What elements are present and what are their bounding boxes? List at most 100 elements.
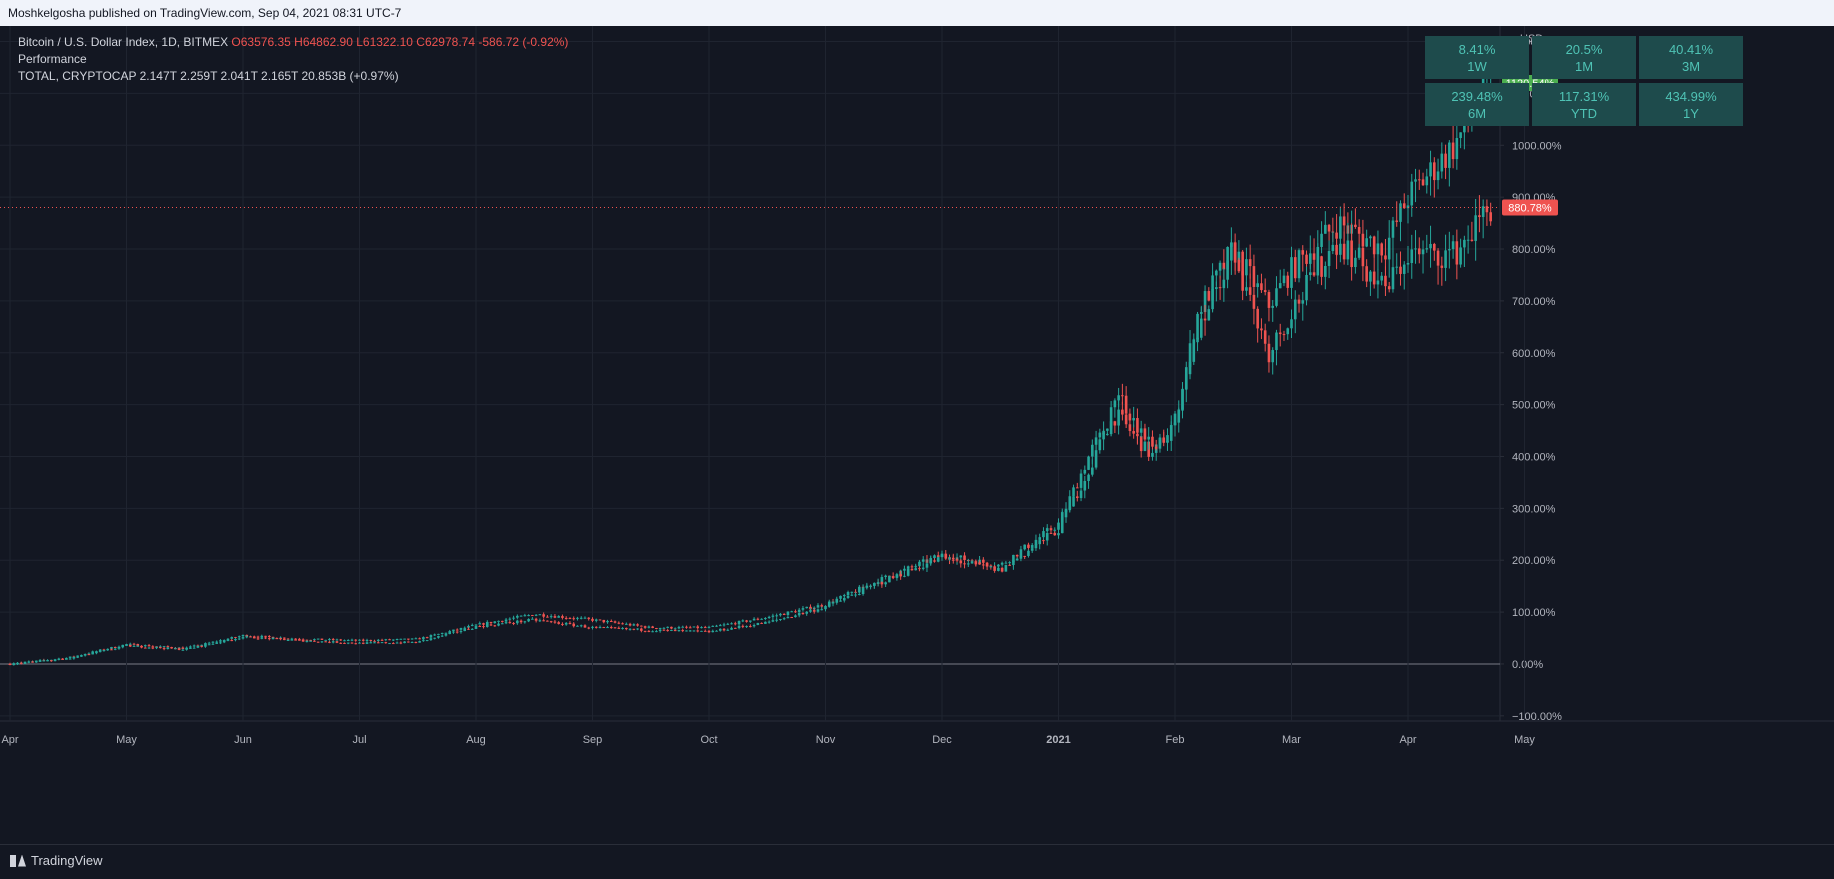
total-cryptocap-candle-body <box>1301 250 1305 255</box>
btcusd-candle-body <box>673 629 677 632</box>
x-tick-label: Apr <box>1 734 18 746</box>
total-cryptocap-candle-body <box>786 611 790 615</box>
total-cryptocap-candle-body <box>745 620 748 622</box>
btcusd-candle-body <box>369 642 373 644</box>
btcusd-candle-body <box>997 567 1000 571</box>
total-cryptocap-candle-body <box>681 626 684 628</box>
btcusd-candle-body <box>320 641 324 643</box>
btcusd-candle-body <box>1489 212 1492 222</box>
btcusd-candle-body <box>1222 279 1226 289</box>
total-cryptocap-candle-body <box>771 615 775 617</box>
indicator-label[interactable]: Performance <box>18 52 87 66</box>
total-cryptocap-candle-body <box>1113 421 1117 426</box>
tradingview-brand[interactable]: TradingView <box>10 853 103 868</box>
btcusd-candle-body <box>820 609 824 611</box>
btcusd-candle-body <box>1305 275 1308 301</box>
btcusd-candle-body <box>140 645 143 648</box>
total-cryptocap-candle-body <box>756 618 760 620</box>
btcusd-candle-body <box>516 620 519 624</box>
total-cryptocap-candle-body <box>346 639 350 641</box>
btcusd-candle-body <box>1466 239 1470 241</box>
total-cryptocap-candle-body <box>670 626 673 629</box>
btcusd-candle-body <box>455 631 459 633</box>
btcusd-candle-body <box>658 629 662 632</box>
btcusd-candle-body <box>1184 374 1188 389</box>
btcusd-candle-body <box>1015 558 1019 561</box>
total-cryptocap-candle-body <box>508 618 512 620</box>
btcusd-candle-body <box>576 625 579 627</box>
btcusd-candle-body <box>1162 437 1166 443</box>
btcusd-candle-body <box>493 625 497 627</box>
total-cryptocap-candle-body <box>1324 224 1327 234</box>
total-cryptocap-candle-body <box>647 626 651 628</box>
total-cryptocap-candle-body <box>241 634 245 637</box>
btcusd-candle-body <box>117 647 121 649</box>
total-cryptocap-candle-body <box>1410 181 1414 206</box>
btcusd-candle-body <box>501 623 504 625</box>
total-cryptocap-candle-body <box>440 632 444 634</box>
btcusd-candle-body <box>256 638 260 640</box>
x-tick-label: Nov <box>816 734 836 746</box>
btcusd-candle-body <box>422 640 425 642</box>
btcusd-candle-body <box>373 642 376 644</box>
btcusd-candle-body <box>568 622 572 624</box>
total-cryptocap-candle-body <box>512 617 515 619</box>
btcusd-candle-body <box>1406 263 1410 265</box>
compare-legend-row[interactable]: TOTAL, CRYPTOCAP 2.147T 2.259T 2.041T 2.… <box>18 69 399 83</box>
btcusd-candle-body <box>831 602 835 604</box>
btcusd-candle-body <box>688 630 692 632</box>
btcusd-candle-body <box>1357 247 1361 258</box>
btcusd-candle-body <box>609 627 613 629</box>
chart-area[interactable]: 1200.00%1100.00%1000.00%900.00%800.00%70… <box>0 26 1834 844</box>
btcusd-candle-body <box>1387 286 1391 290</box>
btcusd-candle-body <box>1290 319 1293 329</box>
total-cryptocap-candle-body <box>598 619 602 621</box>
btcusd-candle-body <box>827 603 831 607</box>
btcusd-candle-body <box>583 625 587 628</box>
total-cryptocap-candle-body <box>395 639 399 641</box>
chart-svg[interactable]: 1200.00%1100.00%1000.00%900.00%800.00%70… <box>0 26 1834 844</box>
total-cryptocap-candle-body <box>192 645 196 647</box>
btcusd-candle-body <box>1226 260 1229 280</box>
total-cryptocap-candle-body <box>1365 238 1368 247</box>
btcusd-candle-body <box>730 627 733 630</box>
btcusd-candle-body <box>647 630 651 632</box>
total-cryptocap-candle-body <box>749 620 752 622</box>
btcusd-candle-body <box>824 606 827 610</box>
total-cryptocap-candle-body <box>921 559 925 562</box>
btcusd-candle-body <box>812 610 816 612</box>
btcusd-candle-body <box>68 658 72 660</box>
btcusd-candle-body <box>309 640 312 642</box>
btcusd-candle-body <box>425 640 429 642</box>
btcusd-candle-body <box>1019 555 1023 559</box>
btcusd-candle-body <box>1008 564 1011 566</box>
total-cryptocap-candle-body <box>1297 250 1301 279</box>
btcusd-candle-body <box>249 636 252 638</box>
total-cryptocap-candle-body <box>666 626 669 628</box>
symbol-legend-row[interactable]: Bitcoin / U.S. Dollar Index, 1D, BITMEX … <box>18 34 568 51</box>
total-cryptocap-candle-body <box>324 639 327 641</box>
btcusd-candle-body <box>711 630 715 633</box>
btcusd-candle-body <box>1207 309 1211 321</box>
total-cryptocap-candle-body <box>726 623 730 625</box>
btcusd-candle-body <box>226 640 230 642</box>
btcusd-candle-body <box>143 647 147 649</box>
total-cryptocap-candle-body <box>1008 562 1011 564</box>
btcusd-candle-body <box>87 654 91 656</box>
total-cryptocap-candle-body <box>358 639 361 641</box>
btcusd-candle-body <box>395 642 399 644</box>
total-cryptocap-candle-body <box>1218 262 1222 271</box>
total-cryptocap-candle-body <box>982 559 985 563</box>
btcusd-candle-body <box>959 560 963 564</box>
btcusd-candle-body <box>1293 299 1297 320</box>
total-cryptocap-candle-body <box>1286 275 1290 288</box>
btcusd-candle-body <box>734 627 737 629</box>
btcusd-candle-body <box>1316 256 1320 276</box>
btcusd-candle-body <box>1421 249 1425 255</box>
btcusd-candle-body <box>749 626 752 628</box>
btcusd-candle-body <box>549 621 553 623</box>
btcusd-candle-body <box>816 609 820 612</box>
btcusd-candle-body <box>350 642 354 644</box>
total-cryptocap-candle-body <box>365 639 369 641</box>
btcusd-candle-body <box>546 620 549 622</box>
